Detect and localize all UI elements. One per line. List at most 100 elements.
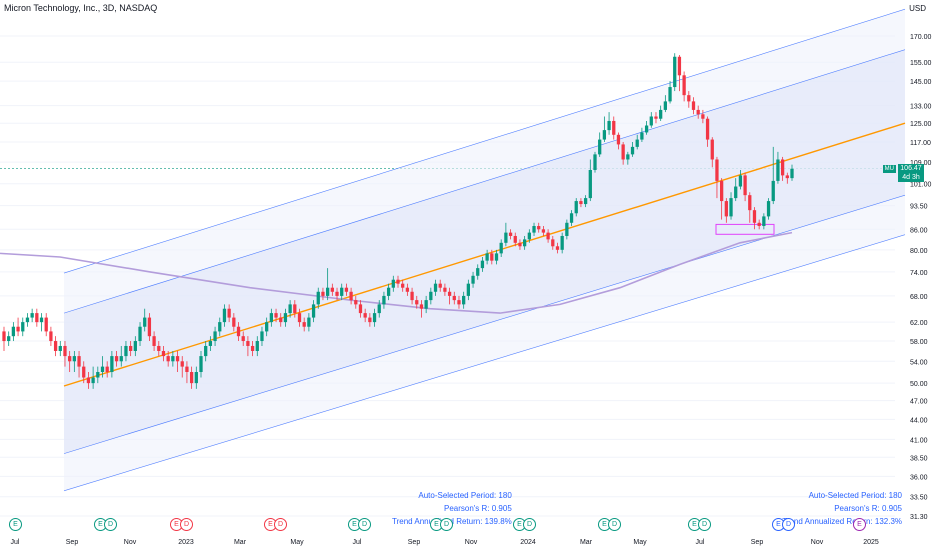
candle-body: [654, 116, 658, 119]
candle-body: [677, 56, 682, 76]
candle-body: [227, 308, 231, 318]
candle-body: [602, 130, 607, 140]
event-marker-icon[interactable]: D: [104, 518, 117, 531]
candle-body: [307, 317, 311, 327]
candle-body: [569, 213, 574, 223]
event-marker-icon[interactable]: D: [523, 518, 536, 531]
event-marker-icon[interactable]: D: [180, 518, 193, 531]
candle-body: [785, 175, 789, 179]
candle-body: [687, 95, 691, 102]
price-tick-label: 41.00: [910, 437, 928, 444]
candle-body: [302, 322, 306, 327]
price-tick-label: 125.00: [910, 121, 932, 128]
candle-body: [644, 125, 649, 133]
time-tick-label: Jul: [353, 539, 362, 546]
candle-body: [696, 109, 700, 115]
candle-body: [410, 291, 414, 301]
candle-body: [147, 317, 152, 337]
last-price-tag: 106.47 4d 3h: [898, 164, 924, 182]
event-marker-icon[interactable]: D: [698, 518, 711, 531]
candle-body: [16, 326, 20, 332]
candle-body: [574, 201, 578, 214]
event-marker-icon[interactable]: D: [358, 518, 371, 531]
candle-body: [7, 336, 11, 342]
candle-body: [438, 283, 442, 288]
candle-body: [30, 313, 34, 318]
event-marker-icon[interactable]: D: [440, 518, 453, 531]
price-tick-label: 44.00: [910, 417, 928, 424]
event-marker-icon[interactable]: E: [94, 518, 107, 531]
candle-body: [649, 116, 653, 126]
price-tick-label: 133.00: [910, 104, 932, 111]
candle-body: [133, 341, 137, 351]
price-tick-label: 93.50: [910, 204, 928, 211]
candle-body: [129, 345, 133, 351]
price-tick-label: 62.00: [910, 320, 928, 327]
candle-body: [476, 268, 480, 276]
candle-body: [757, 222, 761, 227]
candle-body: [527, 232, 531, 240]
candle-body: [701, 114, 705, 119]
candle-body: [748, 195, 752, 211]
candle-body: [171, 356, 175, 362]
event-marker-icon[interactable]: D: [274, 518, 287, 531]
candle-body: [297, 313, 302, 323]
candle-body: [279, 317, 283, 323]
regression-stats-right: Auto-Selected Period: 180 Pearson's R: 0…: [782, 489, 902, 528]
candle-body: [771, 180, 775, 202]
candle-body: [44, 317, 48, 332]
candle-body: [433, 283, 438, 292]
candle-body: [246, 341, 250, 346]
candle-body: [86, 377, 91, 384]
candle-body: [161, 350, 166, 357]
candle-body: [208, 341, 213, 346]
candle-body: [532, 226, 536, 233]
outer-upper-line: [63, 8, 906, 274]
candle-body: [565, 222, 569, 236]
candle-body: [11, 326, 16, 337]
candle-body: [598, 139, 602, 155]
time-tick-label: Jul: [11, 539, 20, 546]
candle-body: [480, 260, 485, 269]
outer-lower-line: [63, 234, 906, 492]
candle-body: [68, 356, 72, 362]
candle-body: [593, 154, 597, 170]
candle-body: [537, 226, 541, 230]
candle-body: [382, 295, 386, 305]
candle-body: [443, 287, 447, 292]
event-marker-icon[interactable]: E: [853, 518, 866, 531]
candle-body: [316, 291, 320, 305]
price-tick-label: 74.00: [910, 270, 928, 277]
candle-body: [274, 313, 278, 318]
candle-body: [462, 295, 466, 305]
candle-body: [119, 356, 123, 362]
event-marker-icon[interactable]: D: [608, 518, 621, 531]
price-tick-label: 145.00: [910, 79, 932, 86]
candle-body: [236, 326, 241, 337]
event-marker-icon[interactable]: D: [782, 518, 795, 531]
candle-body: [729, 198, 733, 217]
candle-body: [724, 201, 728, 217]
candle-body: [705, 118, 710, 140]
candle-body: [396, 279, 400, 284]
candle-body: [349, 291, 353, 301]
price-tick-label: 36.00: [910, 474, 928, 481]
candle-body: [260, 331, 264, 342]
candle-body: [452, 295, 456, 301]
candle-body: [551, 239, 555, 247]
candle-body: [504, 232, 508, 243]
candle-body: [2, 331, 6, 342]
candle-body: [738, 175, 743, 187]
regression-channel: [63, 8, 906, 492]
candle-body: [180, 361, 184, 367]
candle-body: [288, 304, 292, 314]
candle-body: [105, 366, 109, 373]
candle-body: [766, 201, 771, 217]
event-marker-icon[interactable]: E: [9, 518, 22, 531]
candle-body: [269, 313, 273, 323]
candle-body: [490, 253, 494, 261]
candle-body: [91, 377, 95, 384]
candle-body: [77, 356, 81, 367]
candle-body: [518, 242, 522, 247]
